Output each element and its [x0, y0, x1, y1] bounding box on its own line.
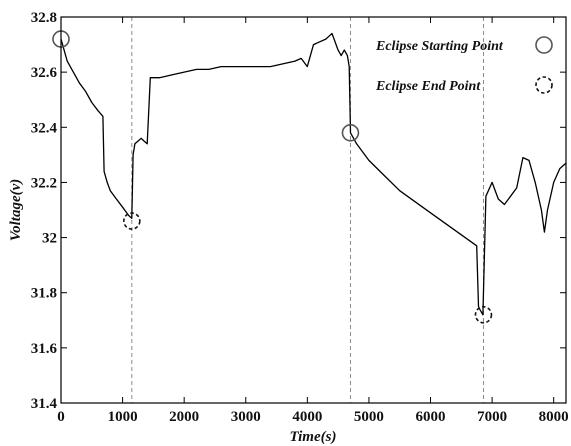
y-tick-label: 31.4	[31, 396, 58, 412]
legend-marker-start	[535, 36, 553, 54]
x-tick-label: 3000	[231, 409, 261, 425]
eclipse-markers	[52, 30, 493, 324]
y-tick-label: 31.8	[31, 286, 57, 302]
legend-label-end: Eclipse End Point	[375, 79, 481, 94]
y-axis-ticks: 31.4 31.6 31.8 32 32.2 32.4 32.6 32.8	[31, 10, 566, 412]
legend: Eclipse Starting Point Eclipse End Point	[375, 36, 553, 94]
legend-marker-end	[535, 76, 553, 94]
legend-label-start: Eclipse Starting Point	[375, 39, 504, 54]
y-tick-label: 32.8	[31, 10, 57, 26]
series-group	[60, 32, 567, 316]
y-tick-label: 31.6	[31, 341, 58, 357]
y-tick-label: 32.4	[31, 120, 58, 136]
x-tick-label: 7000	[477, 409, 507, 425]
eclipse-end-marker	[474, 305, 493, 324]
x-tick-label: 1000	[108, 409, 138, 425]
voltage-series-line	[60, 32, 567, 316]
eclipse-end-marker	[123, 212, 141, 230]
x-axis-ticks: 0 1000 2000 3000 4000 5000 6000 7000 8000	[57, 17, 569, 425]
y-tick-label: 32	[42, 231, 57, 247]
x-tick-label: 4000	[292, 409, 322, 425]
y-axis-title: Voltage(v)	[8, 179, 24, 241]
y-tick-label: 32.6	[31, 65, 58, 81]
eclipse-start-marker	[341, 124, 360, 142]
x-tick-label: 6000	[416, 409, 446, 425]
x-tick-label: 5000	[354, 409, 384, 425]
y-tick-label: 32.2	[31, 175, 57, 191]
x-tick-label: 0	[57, 409, 65, 425]
x-tick-label: 8000	[539, 409, 569, 425]
x-axis-title: Time(s)	[290, 429, 337, 445]
x-tick-label: 2000	[169, 409, 199, 425]
plot-frame	[60, 16, 567, 404]
